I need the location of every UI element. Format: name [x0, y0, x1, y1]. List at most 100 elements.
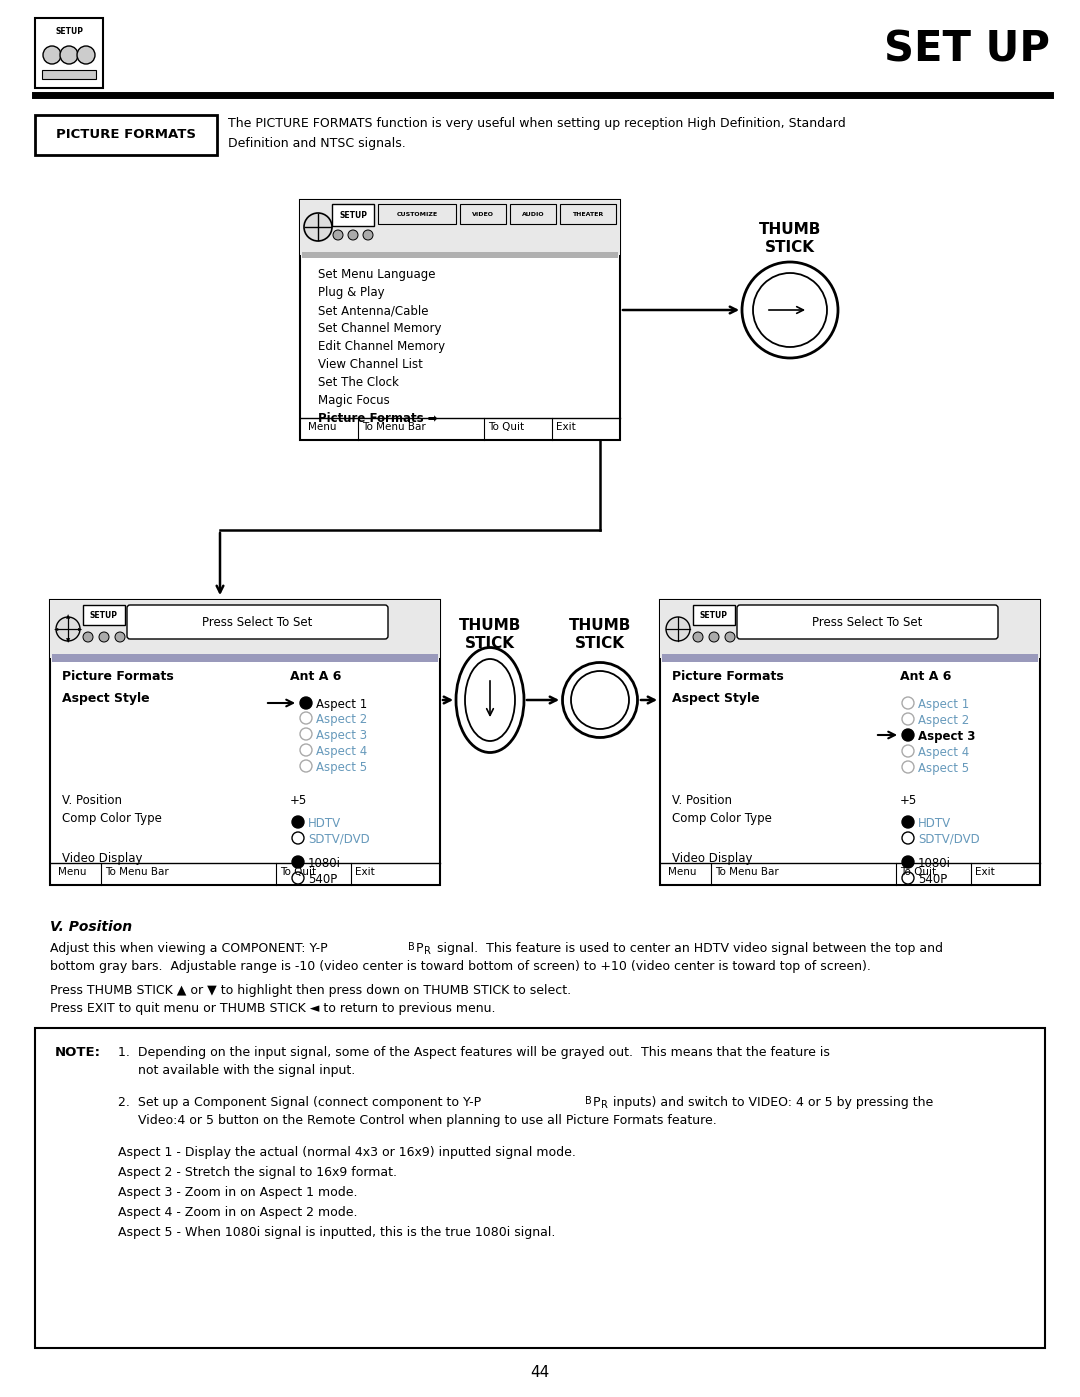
Text: SDTV/DVD: SDTV/DVD [918, 833, 980, 847]
Text: Aspect 2: Aspect 2 [918, 714, 969, 726]
Bar [332, 204, 374, 226]
Bar [300, 200, 620, 440]
Text: V. Position: V. Position [672, 793, 732, 807]
Text: Press Select To Set: Press Select To Set [202, 616, 312, 629]
Text: V. Position: V. Position [62, 793, 122, 807]
Text: SDTV/DVD: SDTV/DVD [308, 833, 369, 847]
Bar [460, 204, 507, 224]
Text: Magic Focus: Magic Focus [318, 394, 390, 407]
Text: The PICTURE FORMATS function is very useful when setting up reception High Defin: The PICTURE FORMATS function is very use… [228, 117, 846, 130]
Text: 1080i: 1080i [918, 856, 951, 870]
Circle shape [742, 263, 838, 358]
Circle shape [363, 231, 373, 240]
Circle shape [77, 46, 95, 64]
Text: SETUP: SETUP [55, 27, 83, 36]
Circle shape [292, 833, 303, 844]
Circle shape [43, 46, 60, 64]
Ellipse shape [456, 647, 524, 753]
Bar [302, 251, 618, 258]
Text: bottom gray bars.  Adjustable range is -10 (video center is toward bottom of scr: bottom gray bars. Adjustable range is -1… [50, 960, 870, 972]
FancyBboxPatch shape [737, 605, 998, 638]
Circle shape [300, 745, 312, 756]
Text: Set Channel Memory: Set Channel Memory [318, 321, 442, 335]
Text: Menu: Menu [308, 422, 337, 432]
Bar [35, 1028, 1045, 1348]
Text: 540P: 540P [308, 873, 337, 886]
Bar [300, 200, 620, 256]
Text: Menu: Menu [58, 868, 86, 877]
Circle shape [300, 728, 312, 740]
Circle shape [348, 231, 357, 240]
Text: 1080i: 1080i [308, 856, 341, 870]
Text: Video:4 or 5 button on the Remote Control when planning to use all Picture Forma: Video:4 or 5 button on the Remote Contro… [118, 1113, 717, 1127]
Circle shape [292, 816, 303, 828]
Text: Press EXIT to quit menu or THUMB STICK ◄ to return to previous menu.: Press EXIT to quit menu or THUMB STICK ◄… [50, 1002, 496, 1016]
Text: Aspect Style: Aspect Style [672, 692, 759, 705]
Text: ▲: ▲ [66, 615, 70, 619]
Circle shape [60, 46, 78, 64]
Circle shape [83, 631, 93, 643]
Circle shape [753, 272, 827, 346]
Text: PICTURE FORMATS: PICTURE FORMATS [56, 129, 195, 141]
Text: To Menu Bar: To Menu Bar [362, 422, 426, 432]
Text: SETUP: SETUP [700, 610, 728, 619]
Text: Definition and NTSC signals.: Definition and NTSC signals. [228, 137, 406, 149]
Text: HDTV: HDTV [308, 817, 341, 830]
Text: To Menu Bar: To Menu Bar [105, 868, 168, 877]
Text: Set Menu Language: Set Menu Language [318, 268, 435, 281]
Text: Aspect 4: Aspect 4 [316, 745, 367, 759]
Circle shape [56, 617, 80, 641]
Text: To Quit: To Quit [280, 868, 316, 877]
Text: Aspect 5 - When 1080i signal is inputted, this is the true 1080i signal.: Aspect 5 - When 1080i signal is inputted… [118, 1227, 555, 1239]
Text: SELECT: SELECT [579, 694, 622, 705]
Text: Aspect 2: Aspect 2 [316, 712, 367, 726]
Bar [35, 115, 217, 155]
Text: THUMB: THUMB [459, 617, 522, 633]
Text: inputs) and switch to VIDEO: 4 or 5 by pressing the: inputs) and switch to VIDEO: 4 or 5 by p… [609, 1097, 933, 1109]
Circle shape [902, 816, 914, 828]
Circle shape [902, 872, 914, 884]
Bar [660, 599, 1040, 658]
Ellipse shape [465, 659, 515, 740]
Text: Aspect 3: Aspect 3 [316, 729, 367, 742]
Text: HDTV: HDTV [918, 817, 951, 830]
Circle shape [725, 631, 735, 643]
Ellipse shape [571, 671, 629, 729]
Circle shape [303, 212, 332, 242]
Bar [660, 599, 1040, 886]
Circle shape [693, 631, 703, 643]
Text: STICK: STICK [765, 240, 815, 256]
Text: Set Antenna/Cable: Set Antenna/Cable [318, 305, 429, 317]
Text: Aspect 1: Aspect 1 [316, 698, 367, 711]
Text: Exit: Exit [556, 422, 576, 432]
Bar [42, 70, 96, 80]
Text: +5: +5 [291, 793, 307, 807]
Circle shape [292, 872, 303, 884]
Text: View Channel List: View Channel List [318, 358, 423, 372]
Text: P: P [416, 942, 423, 956]
Text: B: B [408, 942, 415, 951]
Text: To Quit: To Quit [900, 868, 936, 877]
Circle shape [902, 697, 914, 710]
Circle shape [300, 760, 312, 773]
Text: 44: 44 [530, 1365, 550, 1380]
Text: Exit: Exit [975, 868, 995, 877]
Text: +5: +5 [900, 793, 917, 807]
Text: Aspect 2 - Stretch the signal to 16x9 format.: Aspect 2 - Stretch the signal to 16x9 fo… [118, 1166, 397, 1179]
Ellipse shape [563, 662, 637, 738]
Circle shape [114, 631, 125, 643]
Text: AUDIO: AUDIO [522, 211, 544, 217]
Text: STICK: STICK [465, 636, 515, 651]
Text: Picture Formats: Picture Formats [672, 671, 784, 683]
Circle shape [300, 697, 312, 710]
Bar [378, 204, 456, 224]
Text: ◄: ◄ [54, 626, 58, 631]
Text: Edit Channel Memory: Edit Channel Memory [318, 339, 445, 353]
Circle shape [333, 231, 343, 240]
Bar [83, 605, 125, 624]
Text: 540P: 540P [918, 873, 947, 886]
Bar [662, 654, 1038, 662]
Text: Comp Color Type: Comp Color Type [672, 812, 772, 826]
Text: Set The Clock: Set The Clock [318, 376, 399, 388]
Text: Aspect 1: Aspect 1 [918, 698, 969, 711]
